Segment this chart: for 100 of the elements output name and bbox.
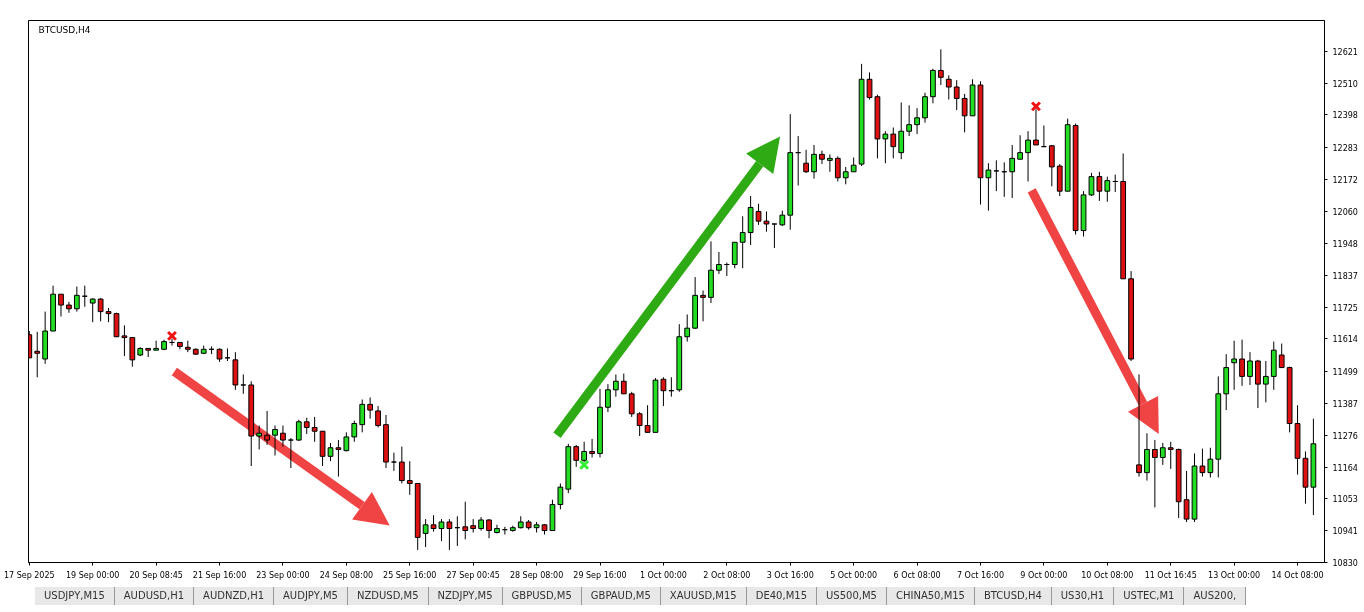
x-tick-label: 23 Sep 00:00 <box>256 570 310 580</box>
y-tick-label: 11948 <box>1332 239 1358 249</box>
candlestick <box>272 425 278 456</box>
point <box>578 459 590 471</box>
x-tick-label: 20 Sep 08:45 <box>129 570 183 580</box>
text: BTCUSD,H4 <box>974 587 1052 606</box>
x-tick-label: 10 Oct 08:00 <box>1081 570 1134 580</box>
x-tick-label: 29 Sep 16:00 <box>573 570 627 580</box>
candlestick <box>1159 442 1166 466</box>
candlestick <box>287 437 294 469</box>
candlestick <box>628 391 635 418</box>
y-tick-label: 10941 <box>1332 527 1358 537</box>
candlestick <box>97 297 104 322</box>
candlestick <box>58 293 64 317</box>
candlestick <box>1136 373 1142 478</box>
candlestick <box>605 383 611 413</box>
x-tick-label: 17 Sep 2025 <box>3 570 55 580</box>
text: AUDUSD,H1 <box>114 587 195 606</box>
candlestick <box>1144 432 1150 482</box>
candlestick <box>311 416 318 443</box>
candlestick <box>763 210 770 233</box>
y-tick-label: 11276 <box>1332 431 1358 441</box>
candlestick <box>636 411 643 437</box>
x-tick-label: 14 Oct 08:00 <box>1271 570 1324 580</box>
candlestick <box>898 101 905 160</box>
text: AUDJPY,M5 <box>274 587 348 606</box>
candlestick <box>684 313 691 343</box>
text: GBPAUD,M5 <box>581 587 661 606</box>
candlestick <box>1262 360 1269 403</box>
candlestick <box>486 518 492 539</box>
candlestick <box>1025 130 1031 182</box>
candlestick <box>1017 134 1023 160</box>
text: DE40,M15 <box>746 587 818 606</box>
candlestick <box>700 290 706 322</box>
candlestick <box>1247 351 1253 386</box>
candlestick <box>834 155 841 182</box>
x-tick-label: 24 Sep 08:00 <box>319 570 374 580</box>
candlestick <box>1239 339 1245 387</box>
text: NZDJPY,M5 <box>428 587 503 606</box>
x-tick-label: 11 Oct 16:45 <box>1144 570 1197 580</box>
text: XAUUSD,M15 <box>660 587 747 606</box>
y-tick-label: 11164 <box>1332 463 1358 473</box>
y-tick-label: 11499 <box>1332 368 1358 378</box>
y-tick-label: 11725 <box>1332 303 1358 313</box>
point <box>166 330 178 342</box>
candlestick <box>771 223 778 249</box>
candlestick <box>462 501 469 540</box>
candlestick <box>922 92 928 124</box>
candlestick <box>1231 340 1238 391</box>
candlestick <box>1009 144 1016 199</box>
candlestick <box>422 518 429 548</box>
candlestick <box>961 93 968 133</box>
candlestick <box>351 420 358 443</box>
candlestick <box>993 159 1000 192</box>
candlestick <box>295 419 302 442</box>
y-tick-label: 11614 <box>1332 335 1358 345</box>
y-tick-label: 12398 <box>1332 111 1358 121</box>
x-tick-label: 6 Oct 08:00 <box>893 570 941 580</box>
candlestick <box>557 482 564 510</box>
candlestick <box>803 149 809 174</box>
x-tick-label: 21 Sep 16:00 <box>192 570 247 580</box>
x-tick-label: 28 Sep 08:00 <box>509 570 564 580</box>
candlestick <box>367 397 374 420</box>
candlestick <box>716 251 722 275</box>
candlestick <box>827 153 833 173</box>
candlestick <box>1151 439 1158 508</box>
text: AUDNZD,H1 <box>194 587 275 606</box>
candlestick <box>945 74 952 101</box>
candlestick <box>731 241 738 269</box>
x-tick-label: 27 Sep 00:45 <box>446 570 500 580</box>
x-tick-label: 3 Oct 16:00 <box>766 570 814 580</box>
text: US500,M5 <box>817 587 887 606</box>
text: USDJPY,M15 <box>35 587 115 606</box>
candlestick <box>129 337 136 368</box>
x-tick-label: 9 Oct 00:00 <box>1020 570 1068 580</box>
candlestick <box>375 405 381 428</box>
candlestick <box>153 340 159 351</box>
candlestick <box>1278 343 1285 369</box>
candlestick <box>953 79 960 111</box>
candlestick <box>906 104 913 137</box>
candlestick <box>1255 359 1261 409</box>
text: AUS200, <box>1184 587 1247 606</box>
candlestick <box>280 425 286 448</box>
x-tick-label: 25 Sep 16:00 <box>383 570 437 580</box>
candlestick <box>256 425 263 450</box>
candlestick <box>398 446 405 484</box>
candlestick <box>264 410 270 446</box>
text: CHINA50,M15 <box>886 587 975 606</box>
candlestick <box>937 48 944 86</box>
x-tick-label: 7 Oct 16:00 <box>956 570 1005 580</box>
y-tick-label: 12172 <box>1332 175 1358 185</box>
x-tick-label: 19 Sep 00:00 <box>66 570 120 580</box>
candlestick <box>66 301 72 314</box>
y-tick-label: 10830 <box>1332 559 1358 568</box>
point <box>1030 101 1042 112</box>
y-tick-label: 12510 <box>1332 79 1358 89</box>
chart-title: BTCUSD,H4 <box>38 24 91 35</box>
candlestick <box>1033 108 1039 146</box>
y-tick-label: 11387 <box>1332 400 1358 410</box>
candlestick <box>34 331 41 378</box>
